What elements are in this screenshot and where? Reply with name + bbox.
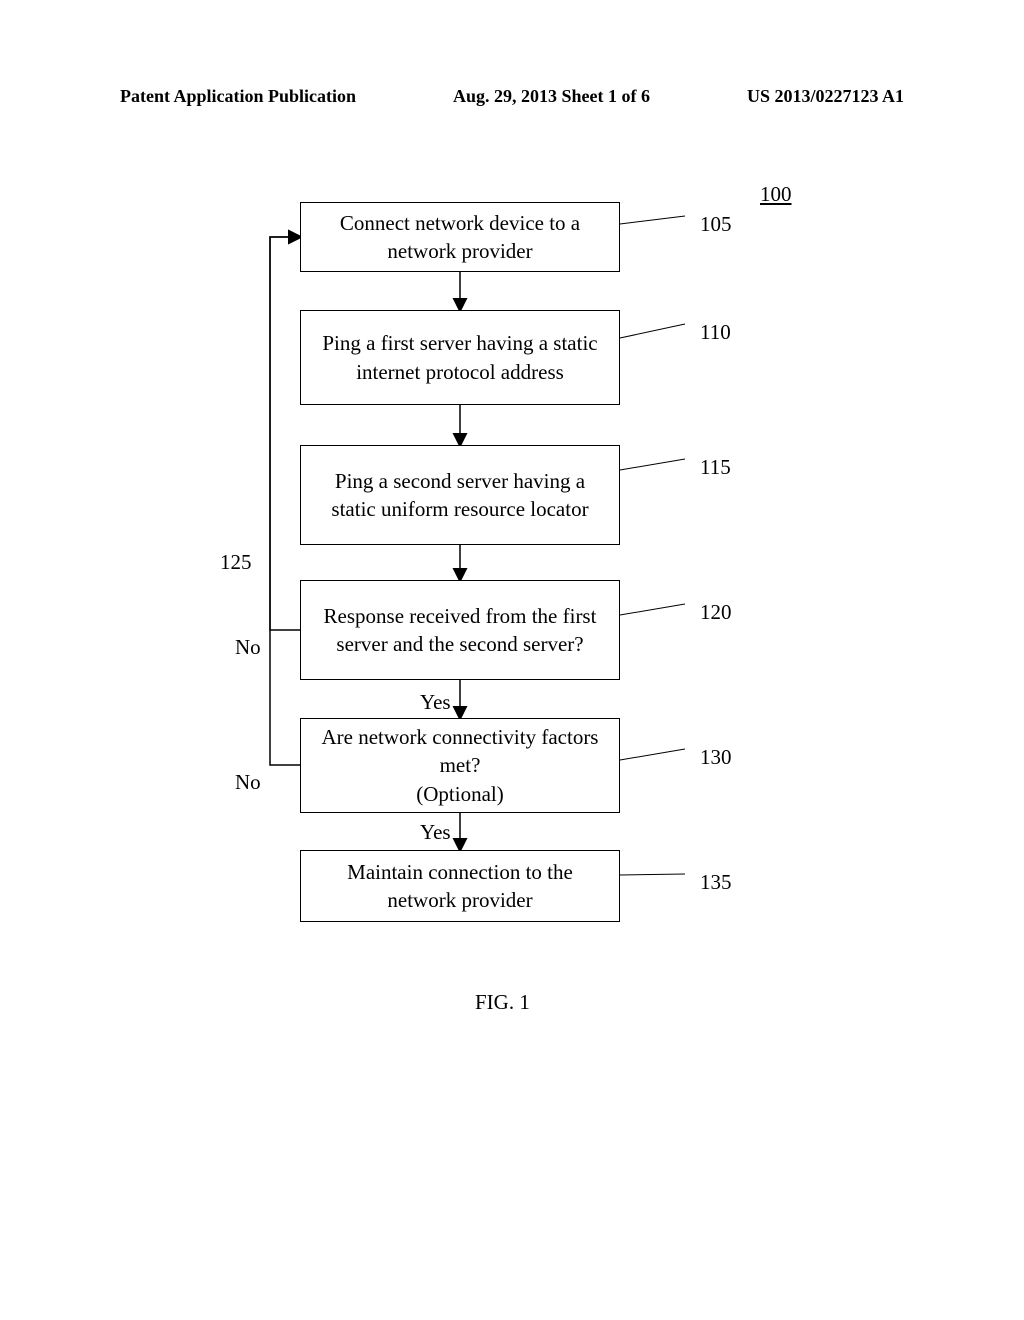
ref-number-130: 130: [700, 745, 732, 770]
edge-label: Yes: [420, 690, 451, 715]
header-left: Patent Application Publication: [120, 86, 356, 107]
ref-number-115: 115: [700, 455, 731, 480]
flowchart-node-115: Ping a second server having a static uni…: [300, 445, 620, 545]
ref-number-105: 105: [700, 212, 732, 237]
ref-number-100: 100: [760, 182, 792, 207]
figure-caption: FIG. 1: [475, 990, 530, 1015]
flowchart-node-110: Ping a first server having a static inte…: [300, 310, 620, 405]
ref-number-120: 120: [700, 600, 732, 625]
header-center: Aug. 29, 2013 Sheet 1 of 6: [356, 86, 747, 107]
ref-number-125: 125: [220, 550, 252, 575]
ref-number-135: 135: [700, 870, 732, 895]
edge-label: No: [235, 635, 261, 660]
flowchart-diagram: Connect network device to a network prov…: [120, 180, 904, 1180]
page-header: Patent Application Publication Aug. 29, …: [0, 86, 1024, 107]
ref-number-110: 110: [700, 320, 731, 345]
flowchart-node-120: Response received from the first server …: [300, 580, 620, 680]
flowchart-node-130: Are network connectivity factors met?(Op…: [300, 718, 620, 813]
edge-label: Yes: [420, 820, 451, 845]
flowchart-node-135: Maintain connection to the network provi…: [300, 850, 620, 922]
header-right: US 2013/0227123 A1: [747, 86, 904, 107]
edge-label: No: [235, 770, 261, 795]
flowchart-node-105: Connect network device to a network prov…: [300, 202, 620, 272]
